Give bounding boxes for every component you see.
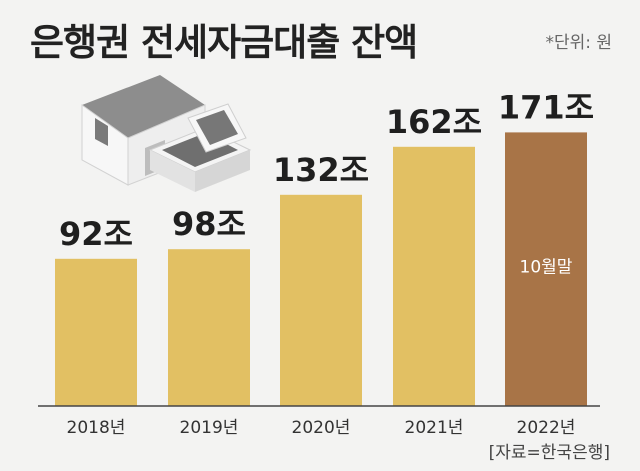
bar-value-label: 92조 (59, 215, 133, 253)
bars-group (55, 132, 587, 407)
money-stack-icon (148, 103, 252, 192)
bar-note-label: 10월말 (520, 257, 573, 277)
x-tick-label: 2018년 (67, 418, 126, 438)
bar-value-label: 98조 (172, 205, 246, 243)
x-tick-label: 2021년 (405, 418, 464, 438)
x-tick-labels-group: 2018년 2019년 2020년 2021년 2022년 (67, 418, 576, 438)
bar-0 (55, 258, 137, 406)
chart-title: 은행권 전세자금대출 잔액 (30, 21, 418, 64)
unit-note: *단위: 원 (545, 33, 612, 53)
x-tick-label: 2019년 (180, 418, 239, 438)
bar-2 (280, 194, 362, 406)
bar-3 (393, 146, 475, 407)
x-tick-label: 2020년 (292, 418, 351, 438)
bar-value-label: 132조 (273, 151, 369, 189)
bar-value-label: 162조 (386, 103, 482, 141)
bar-4 (505, 132, 587, 406)
value-labels-group: 92조 98조 132조 162조 171조 (59, 88, 594, 252)
source-note: [자료=한국은행] (488, 443, 610, 463)
x-tick-label: 2022년 (517, 418, 576, 438)
bar-1 (168, 249, 250, 406)
bar-value-label: 171조 (498, 88, 594, 126)
